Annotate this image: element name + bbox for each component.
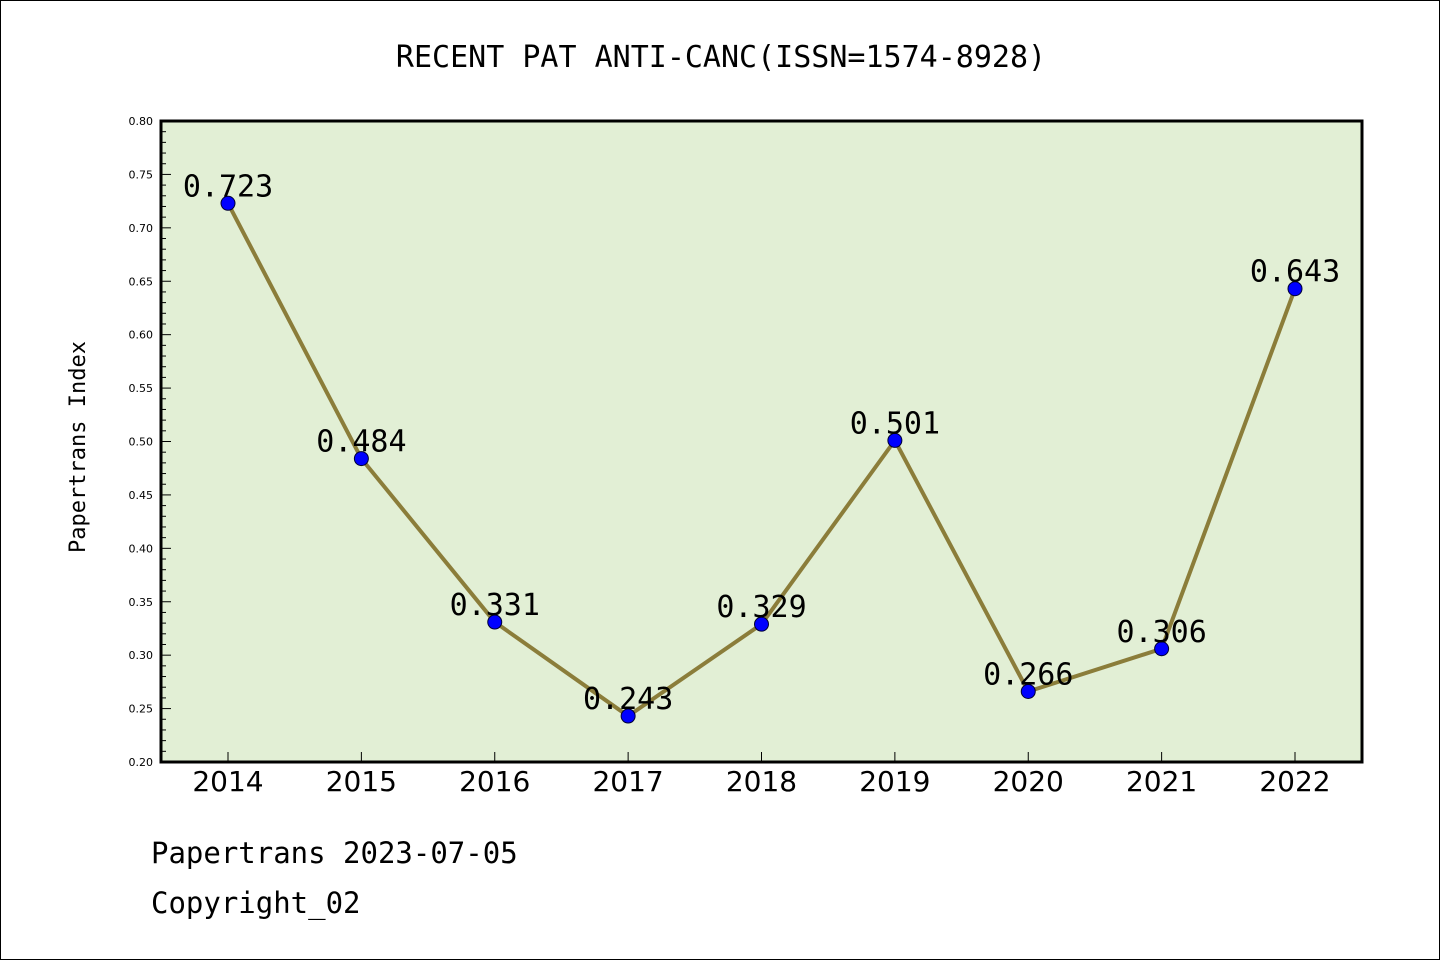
footer-copyright: Copyright_02 [151, 886, 361, 920]
y-tick-label: 0.40 [129, 542, 154, 555]
data-label: 0.643 [1250, 255, 1340, 290]
y-tick-label: 0.35 [129, 596, 154, 609]
y-axis-ticks: 0.20 0.25 0.30 0.35 0.40 0.45 0.50 0.55 0.60 0.65… [129, 115, 171, 769]
data-label: 0.329 [716, 590, 806, 625]
data-label: 0.243 [583, 682, 673, 717]
data-markers [220, 195, 1303, 724]
data-label: 0.331 [450, 588, 540, 623]
x-tick-label: 2020 [993, 765, 1064, 798]
footer-date: Papertrans 2023-07-05 [151, 836, 518, 870]
x-tick-label: 2014 [192, 765, 263, 798]
y-axis-label: Papertrans Index [66, 341, 91, 553]
y-tick-label: 0.75 [129, 168, 154, 181]
data-label: 0.484 [316, 425, 406, 460]
data-point [887, 432, 903, 448]
x-tick-label: 2016 [459, 765, 530, 798]
y-tick-label: 0.25 [129, 703, 154, 716]
y-tick-label: 0.65 [129, 275, 154, 288]
x-tick-label: 2018 [726, 765, 797, 798]
data-label: 0.723 [183, 169, 273, 204]
y-tick-label: 0.80 [129, 115, 154, 128]
x-axis-ticks: 2014 2015 2016 2017 2018 2019 2020 2021 2022 [192, 752, 1331, 798]
data-point [220, 195, 236, 211]
data-label: 0.266 [983, 657, 1073, 692]
x-tick-label: 2015 [326, 765, 397, 798]
data-point [353, 451, 369, 467]
y-tick-label: 0.30 [129, 649, 154, 662]
data-label: 0.501 [850, 406, 940, 441]
data-point [487, 614, 503, 630]
x-tick-label: 2022 [1259, 765, 1330, 798]
y-tick-label: 0.70 [129, 222, 154, 235]
chart-title: RECENT PAT ANTI-CANC(ISSN=1574-8928) [396, 40, 1046, 75]
x-tick-label: 2017 [592, 765, 663, 798]
data-labels: 0.723 0.484 0.331 0.243 0.329 0.501 0.266 0.306… [183, 169, 1340, 717]
y-tick-label: 0.50 [129, 436, 154, 449]
x-tick-label: 2021 [1126, 765, 1197, 798]
y-tick-label: 0.20 [129, 756, 154, 769]
plot-border [159, 119, 1364, 764]
data-point [1287, 281, 1303, 297]
y-tick-label: 0.55 [129, 382, 154, 395]
data-point [1154, 641, 1170, 657]
x-tick-label: 2019 [859, 765, 930, 798]
y-tick-label: 0.45 [129, 489, 154, 502]
data-point [754, 616, 769, 632]
y-tick-label: 0.60 [129, 329, 154, 342]
data-point [1020, 683, 1036, 699]
data-label: 0.306 [1116, 615, 1206, 650]
data-point [620, 708, 636, 724]
